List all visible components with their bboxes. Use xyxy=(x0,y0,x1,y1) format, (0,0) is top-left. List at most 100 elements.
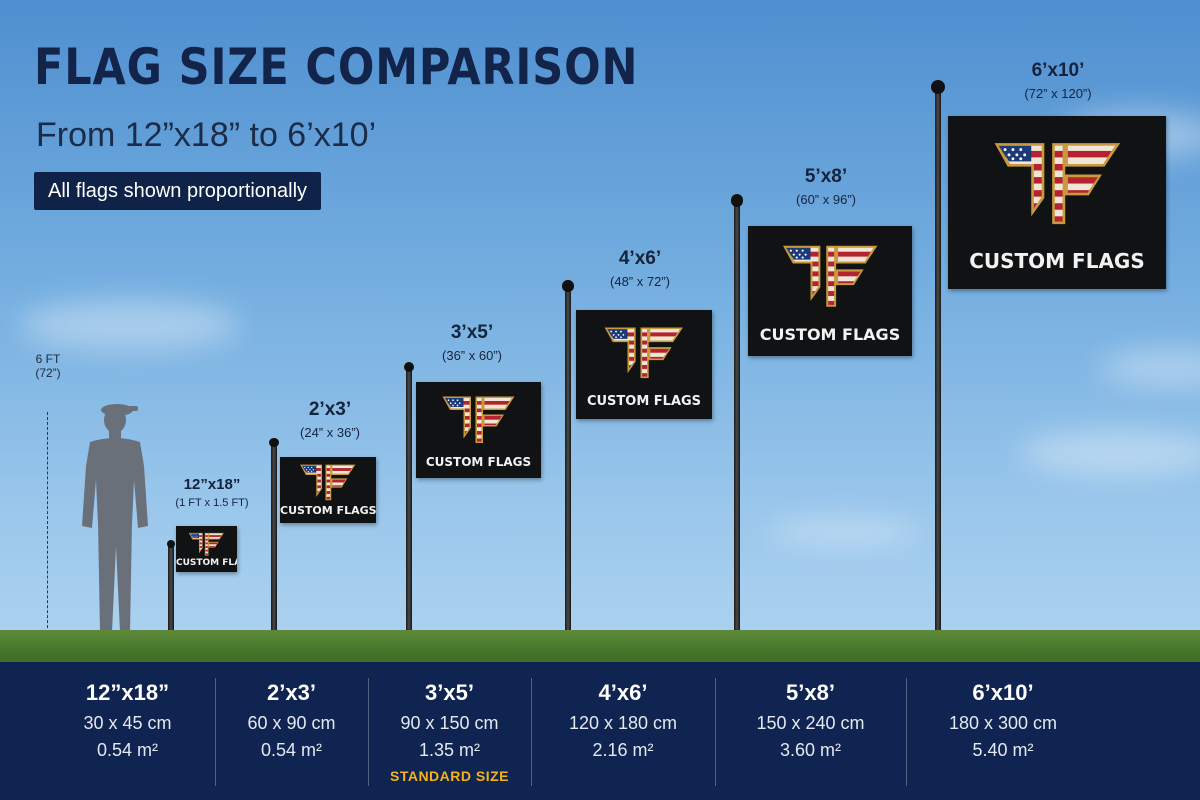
standard-size-tag: STANDARD SIZE xyxy=(389,768,510,784)
flag-pole xyxy=(406,370,412,644)
custom-flag: CUSTOM FLAGS xyxy=(748,226,912,356)
custom-flag: CUSTOM FLAGS xyxy=(416,382,541,478)
size-table-column: 3’x5’ 90 x 150 cm 1.35 m² STANDARD SIZE xyxy=(368,662,531,800)
size-table: 12”x18” 30 x 45 cm 0.54 m² 2’x3’ 60 x 90 cm 0… xyxy=(0,662,1200,800)
pole-finial xyxy=(562,280,574,292)
table-area-cell: 5.40 m² xyxy=(972,740,1034,760)
table-size-cell: 4’x6’ xyxy=(598,680,648,705)
flag-size-feet: 5’x8’ xyxy=(804,166,848,187)
page-title: FLAG SIZE COMPARISON xyxy=(34,38,639,96)
table-area-cell: 0.54 m² xyxy=(260,740,323,760)
table-size-cell: 12”x18” xyxy=(85,680,170,705)
flag-size-inches: (1 FT x 1.5 FT) xyxy=(175,497,249,509)
flag-logo-icon xyxy=(603,319,685,387)
cloud xyxy=(770,520,920,544)
cloud xyxy=(1020,430,1200,476)
flag-size-feet: 2’x3’ xyxy=(308,399,352,420)
grass-ground xyxy=(0,630,1200,666)
flag-pole xyxy=(168,546,174,644)
flag-size-label: 12”x18” (1 FT x 1.5 FT) xyxy=(132,476,292,509)
cloud xyxy=(1100,350,1200,386)
table-divider xyxy=(215,678,216,786)
flag-brand-text: CUSTOM FLAGS xyxy=(586,394,702,410)
table-size-cell: 3’x5’ xyxy=(425,680,474,705)
flag-pole xyxy=(565,290,571,644)
page-subtitle: From 12”x18” to 6’x10’ xyxy=(36,116,377,154)
proportional-badge: All flags shown proportionally xyxy=(34,172,322,210)
flag-size-inches: (24” x 36”) xyxy=(300,425,360,440)
table-divider xyxy=(531,678,532,786)
height-label: 6 FT xyxy=(35,352,61,366)
flag-logo-icon xyxy=(992,130,1123,237)
table-divider xyxy=(368,678,369,786)
eagle-flag-logo-graphic xyxy=(994,142,1120,225)
flag-size-inches: (72” x 120”) xyxy=(1024,86,1092,101)
size-table-column: 4’x6’ 120 x 180 cm 2.16 m² xyxy=(531,662,715,800)
flag-logo-icon xyxy=(441,390,516,450)
flag-size-feet: 4’x6’ xyxy=(618,248,662,269)
pole-finial xyxy=(931,80,945,94)
flag-size-feet: 12”x18” xyxy=(183,476,241,493)
table-size-cell: 6’x10’ xyxy=(972,680,1034,705)
eagle-flag-logo-graphic xyxy=(300,464,356,501)
flag-size-feet: 6’x10’ xyxy=(1031,60,1085,81)
flag-logo-icon xyxy=(188,530,225,559)
height-measure-line xyxy=(47,412,48,638)
flag-size-feet: 3’x5’ xyxy=(450,322,494,343)
table-area-cell: 1.35 m² xyxy=(418,740,481,760)
flag-pole xyxy=(734,205,740,644)
person-silhouette-graphic xyxy=(82,404,148,641)
eagle-flag-logo-graphic xyxy=(782,246,878,308)
flag-logo-icon xyxy=(781,236,879,317)
table-cm-cell: 180 x 300 cm xyxy=(948,713,1058,733)
table-cm-cell: 150 x 240 cm xyxy=(756,713,865,733)
flag-size-inches: (48” x 72”) xyxy=(610,274,670,289)
flag-size-label: 5’x8’ (60” x 96”) xyxy=(746,166,906,207)
table-size-cell: 2’x3’ xyxy=(267,680,316,705)
size-table-column: 12”x18” 30 x 45 cm 0.54 m² xyxy=(40,662,215,800)
flag-brand-text: CUSTOM FLAGS xyxy=(280,504,376,518)
table-area-cell: 0.54 m² xyxy=(96,740,159,760)
table-cm-cell: 90 x 150 cm xyxy=(400,713,499,733)
height-reference: 6 FT (72”) xyxy=(28,352,68,380)
flag-brand-text: CUSTOM FLAGS xyxy=(425,455,532,470)
custom-flag: CUSTOM FLAGS xyxy=(576,310,712,419)
eagle-flag-logo-graphic xyxy=(442,396,515,443)
table-area-cell: 2.16 m² xyxy=(592,740,654,760)
flag-size-label: 2’x3’ (24” x 36”) xyxy=(250,399,410,440)
table-divider xyxy=(906,678,907,786)
table-cm-cell: 30 x 45 cm xyxy=(83,713,172,733)
table-area-cell: 3.60 m² xyxy=(779,740,842,760)
table-divider xyxy=(715,678,716,786)
flag-brand-text: CUSTOM FLAGS xyxy=(176,557,237,568)
table-size-cell: 5’x8’ xyxy=(786,680,835,705)
flag-pole xyxy=(271,445,277,644)
flag-size-label: 3’x5’ (36” x 60”) xyxy=(392,322,552,363)
height-sub-label: (72”) xyxy=(35,366,61,380)
custom-flag: CUSTOM FLAGS xyxy=(176,526,237,572)
size-table-column: 5’x8’ 150 x 240 cm 3.60 m² xyxy=(715,662,906,800)
flag-pole xyxy=(935,92,941,644)
pole-finial xyxy=(403,361,415,372)
flag-size-label: 4’x6’ (48” x 72”) xyxy=(560,248,720,289)
pole-finial xyxy=(730,194,744,207)
flag-brand-text: CUSTOM FLAGS xyxy=(759,325,901,345)
size-table-column: 2’x3’ 60 x 90 cm 0.54 m² xyxy=(215,662,368,800)
pole-finial xyxy=(167,540,175,548)
eagle-flag-logo-graphic xyxy=(188,532,225,556)
eagle-flag-logo-graphic xyxy=(604,327,684,378)
pole-finial xyxy=(269,437,279,447)
flag-logo-icon xyxy=(299,462,357,503)
flag-size-inches: (36” x 60”) xyxy=(442,348,502,363)
custom-flag: CUSTOM FLAGS xyxy=(280,457,376,523)
custom-flag: CUSTOM FLAGS xyxy=(948,116,1166,289)
table-cm-cell: 60 x 90 cm xyxy=(247,713,336,733)
flag-size-inches: (60” x 96”) xyxy=(796,192,856,207)
cloud xyxy=(20,300,240,350)
size-table-column: 6’x10’ 180 x 300 cm 5.40 m² xyxy=(906,662,1100,800)
person-silhouette-icon xyxy=(68,396,160,642)
table-cm-cell: 120 x 180 cm xyxy=(568,713,678,733)
flag-size-label: 6’x10’ (72” x 120”) xyxy=(978,60,1138,101)
flag-brand-text: CUSTOM FLAGS xyxy=(969,249,1145,274)
